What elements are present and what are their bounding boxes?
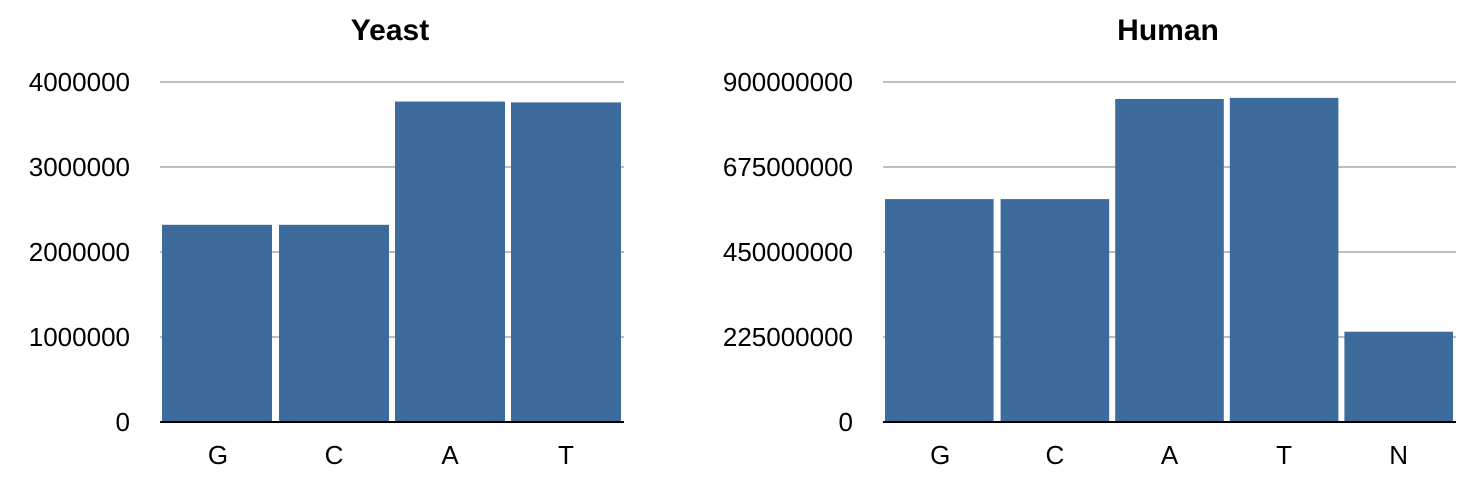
human-x-tick-label: A xyxy=(1161,440,1179,470)
human-x-tick-label: C xyxy=(1046,440,1065,470)
yeast-bar-c xyxy=(279,224,389,422)
human-y-tick-label: 450000000 xyxy=(723,237,853,267)
yeast-y-tick-label: 3000000 xyxy=(29,152,130,182)
human-y-tick-label: 900000000 xyxy=(723,67,853,97)
yeast-x-tick-label: A xyxy=(441,440,459,470)
yeast-y-tick-label: 0 xyxy=(116,407,130,437)
yeast-x-tick-label: T xyxy=(558,440,574,470)
yeast-x-tick-label: G xyxy=(208,440,228,470)
yeast-bars xyxy=(162,101,621,423)
human-bar-c xyxy=(1000,199,1110,422)
human-y-ticks: 0 225000000 450000000 675000000 900000000 xyxy=(723,67,853,437)
human-bar-g xyxy=(885,199,994,422)
yeast-bar-a xyxy=(395,101,505,423)
human-bar-a xyxy=(1115,99,1224,422)
human-bars xyxy=(885,97,1453,422)
human-y-tick-label: 675000000 xyxy=(723,152,853,182)
yeast-chart-svg: Yeast 0 1000000 2000000 3000000 4000000 G C A T xyxy=(29,14,624,470)
yeast-chart-title: Yeast xyxy=(351,14,429,47)
human-x-tick-label: G xyxy=(930,440,950,470)
human-chart-title: Human xyxy=(1117,14,1219,47)
yeast-y-tick-label: 2000000 xyxy=(29,237,130,267)
human-x-tick-label: N xyxy=(1389,440,1408,470)
human-x-tick-label: T xyxy=(1276,440,1292,470)
yeast-bar-t xyxy=(511,102,621,423)
yeast-y-ticks: 0 1000000 2000000 3000000 4000000 xyxy=(29,67,130,437)
yeast-x-tick-label: C xyxy=(325,440,344,470)
human-bar-t xyxy=(1229,97,1339,422)
human-chart: Human 0 225000000 450000000 675000000 900000… xyxy=(690,0,1474,494)
yeast-chart: Yeast 0 1000000 2000000 3000000 4000000 G C A T xyxy=(0,0,640,494)
human-y-tick-label: 225000000 xyxy=(723,322,853,352)
human-y-tick-label: 0 xyxy=(839,407,853,437)
yeast-y-tick-label: 1000000 xyxy=(29,322,130,352)
yeast-bar-g xyxy=(162,224,272,422)
human-chart-svg: Human 0 225000000 450000000 675000000 900000… xyxy=(723,14,1456,470)
yeast-y-tick-label: 4000000 xyxy=(29,67,130,97)
human-bar-n xyxy=(1344,331,1453,422)
